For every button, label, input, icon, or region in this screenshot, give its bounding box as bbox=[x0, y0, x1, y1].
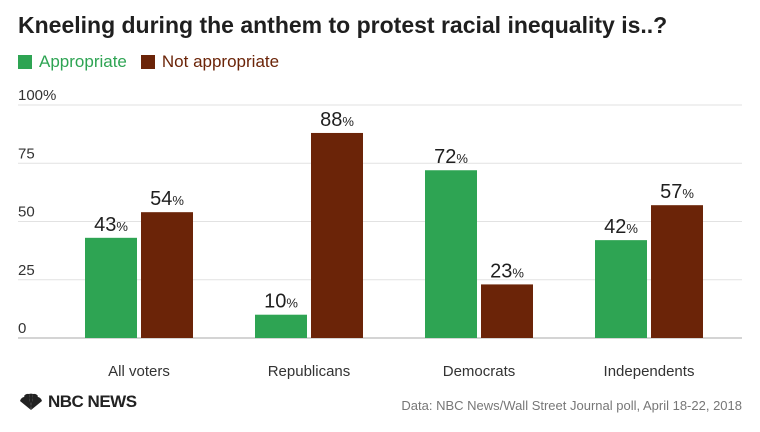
data-label: 88% bbox=[320, 109, 354, 131]
data-label: 10% bbox=[264, 291, 298, 313]
x-tick-label: All voters bbox=[108, 363, 170, 380]
data-label-value: 54 bbox=[150, 188, 172, 210]
bar bbox=[255, 314, 307, 338]
y-tick-label: 75 bbox=[18, 145, 35, 162]
bar bbox=[481, 284, 533, 338]
bar bbox=[651, 205, 703, 338]
legend-swatch-not-appropriate bbox=[140, 55, 155, 69]
data-label: 54% bbox=[150, 188, 184, 210]
bar bbox=[141, 212, 193, 338]
data-label-suffix: % bbox=[626, 221, 638, 236]
data-label: 43% bbox=[94, 214, 128, 236]
data-label-value: 43 bbox=[94, 214, 116, 236]
source-note: Data: NBC News/Wall Street Journal poll,… bbox=[401, 398, 742, 413]
x-tick-label: Republicans bbox=[268, 363, 351, 380]
data-label-value: 42 bbox=[604, 216, 626, 238]
data-label: 72% bbox=[434, 146, 468, 168]
data-label-value: 10 bbox=[264, 291, 286, 313]
data-label: 57% bbox=[660, 181, 694, 203]
legend-item-appropriate: Appropriate bbox=[18, 52, 127, 72]
y-tick-label: 100% bbox=[18, 87, 56, 104]
data-label: 42% bbox=[604, 216, 638, 238]
x-tick-label: Democrats bbox=[443, 363, 516, 380]
y-tick-label: 50 bbox=[18, 204, 35, 221]
bar bbox=[85, 237, 137, 338]
chart-title: Kneeling during the anthem to protest ra… bbox=[18, 12, 668, 38]
legend-item-not-appropriate: Not appropriate bbox=[140, 52, 280, 72]
data-label-suffix: % bbox=[456, 151, 468, 166]
data-label: 23% bbox=[490, 260, 524, 282]
y-tick-label: 25 bbox=[18, 262, 35, 279]
data-label-value: 72 bbox=[434, 146, 456, 168]
legend: Appropriate Not appropriate bbox=[18, 52, 293, 72]
y-tick-label: 0 bbox=[18, 320, 26, 337]
data-label-suffix: % bbox=[682, 186, 694, 201]
peacock-icon bbox=[20, 393, 42, 410]
x-tick-label: Independents bbox=[604, 363, 695, 380]
data-label-value: 23 bbox=[490, 260, 512, 282]
legend-label-not-appropriate: Not appropriate bbox=[161, 52, 280, 71]
data-label-suffix: % bbox=[286, 296, 298, 311]
data-label-suffix: % bbox=[512, 265, 524, 280]
data-label-suffix: % bbox=[342, 114, 354, 129]
bar bbox=[595, 240, 647, 338]
nbc-news-logo: NBC NEWS bbox=[18, 392, 137, 412]
logo-text: NBC NEWS bbox=[48, 392, 137, 411]
legend-swatch-appropriate bbox=[18, 55, 32, 69]
data-label-value: 88 bbox=[320, 109, 342, 131]
bar bbox=[311, 132, 363, 338]
data-label-suffix: % bbox=[172, 193, 184, 208]
data-label-value: 57 bbox=[660, 181, 682, 203]
data-label-suffix: % bbox=[116, 219, 128, 234]
legend-label-appropriate: Appropriate bbox=[39, 52, 127, 71]
bar bbox=[425, 170, 477, 338]
